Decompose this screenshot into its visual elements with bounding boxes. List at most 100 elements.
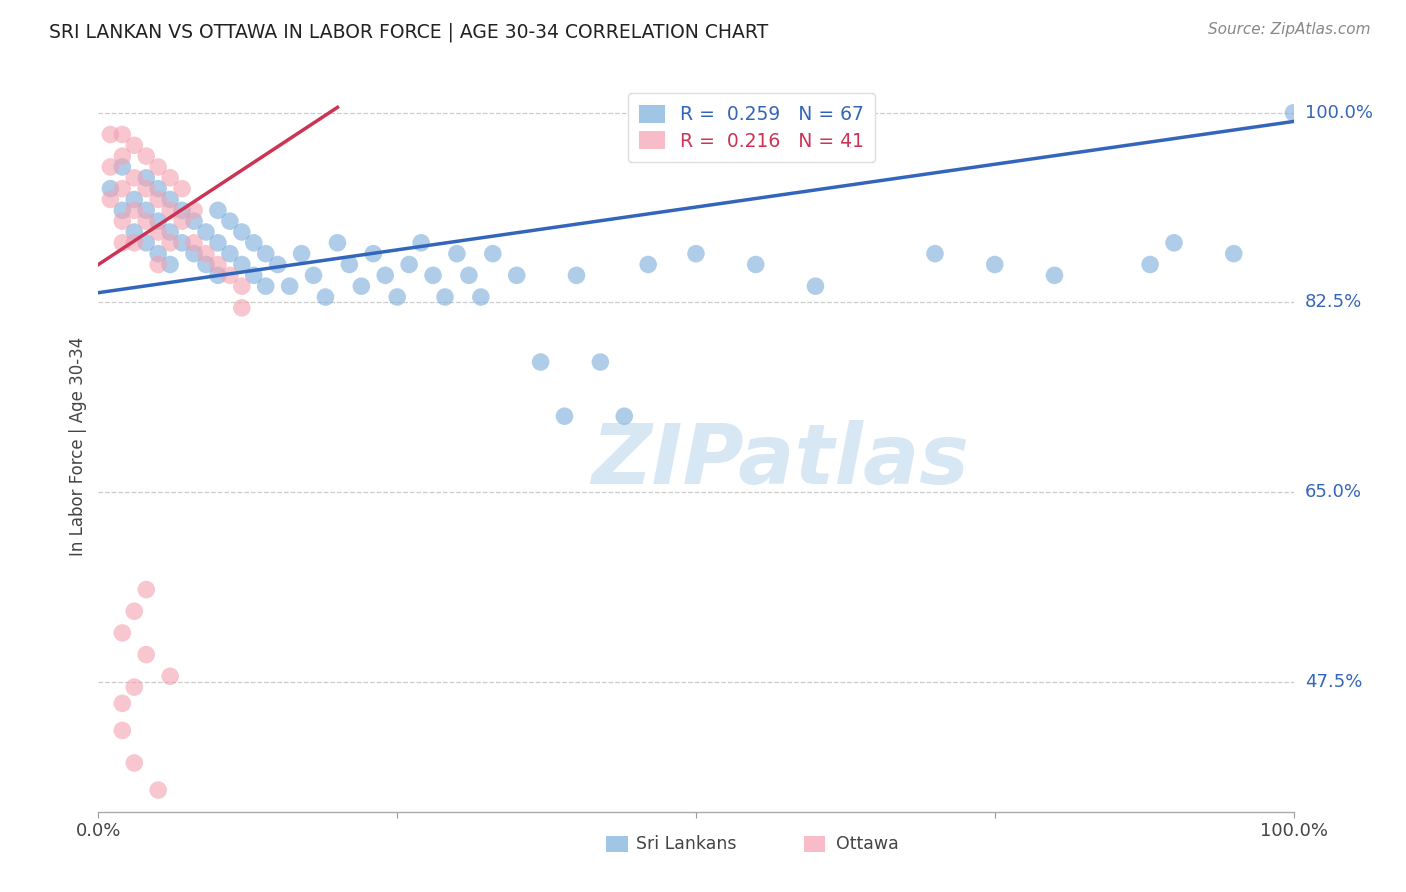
Point [530,355,553,369]
Point [135,181,157,195]
Point [124,193,146,207]
Point [374,268,396,283]
Point [111,214,134,228]
Point [111,723,134,738]
Point [135,648,157,662]
Point [254,246,277,260]
Point [135,214,157,228]
Point [267,258,290,272]
Point [302,268,325,283]
Point [159,203,181,218]
Point [98,128,122,142]
Point [111,149,134,163]
Bar [804,836,825,852]
Point [804,279,827,293]
Point [315,290,337,304]
Point [411,235,433,250]
Point [1223,246,1246,260]
Point [124,604,146,618]
Point [183,214,205,228]
Point [98,193,122,207]
Point [172,214,194,228]
Point [231,225,253,239]
Text: ZIPatlas: ZIPatlas [591,420,969,501]
Point [278,279,301,293]
Point [111,697,134,711]
Point [207,203,229,218]
Point [148,225,170,239]
Bar [606,836,628,852]
Point [124,203,146,218]
Point [326,235,349,250]
Point [135,149,157,163]
Point [159,258,181,272]
Point [398,258,420,272]
Point [231,279,253,293]
Point [745,258,768,272]
Point [148,214,170,228]
Text: 65.0%: 65.0% [1305,483,1361,501]
Point [554,409,576,424]
Point [124,225,146,239]
Point [219,214,242,228]
Text: 82.5%: 82.5% [1305,293,1362,311]
Point [124,756,146,770]
Point [183,246,205,260]
Point [339,258,361,272]
Point [481,246,505,260]
Point [159,170,181,185]
Point [159,235,181,250]
Point [565,268,588,283]
Point [124,138,146,153]
Point [458,268,481,283]
Point [124,170,146,185]
Point [219,268,242,283]
Point [148,258,170,272]
Point [243,235,266,250]
Point [195,246,218,260]
Point [98,181,122,195]
Point [1043,268,1066,283]
Point [363,246,385,260]
Point [172,203,194,218]
Point [207,268,229,283]
Point [231,301,253,315]
Point [124,235,146,250]
Text: 100.0%: 100.0% [1305,103,1372,122]
Point [124,680,146,694]
Point [506,268,529,283]
Point [254,279,277,293]
Point [613,409,636,424]
Point [183,235,205,250]
Point [148,181,170,195]
Point [148,246,170,260]
Point [135,235,157,250]
Text: SRI LANKAN VS OTTAWA IN LABOR FORCE | AGE 30-34 CORRELATION CHART: SRI LANKAN VS OTTAWA IN LABOR FORCE | AG… [49,22,769,42]
Point [148,193,170,207]
Point [589,355,612,369]
Point [98,160,122,174]
Point [1139,258,1161,272]
Point [219,246,242,260]
Point [231,258,253,272]
Point [111,626,134,640]
Point [111,235,134,250]
Point [637,258,659,272]
Point [195,258,218,272]
Point [984,258,1007,272]
Point [172,181,194,195]
Point [685,246,707,260]
Point [243,268,266,283]
Point [385,290,409,304]
Point [159,669,181,683]
Point [924,246,946,260]
Point [135,170,157,185]
Point [434,290,457,304]
Point [207,258,229,272]
Point [172,235,194,250]
Point [446,246,468,260]
Point [148,783,170,797]
Point [195,225,218,239]
Point [135,582,157,597]
Point [159,225,181,239]
